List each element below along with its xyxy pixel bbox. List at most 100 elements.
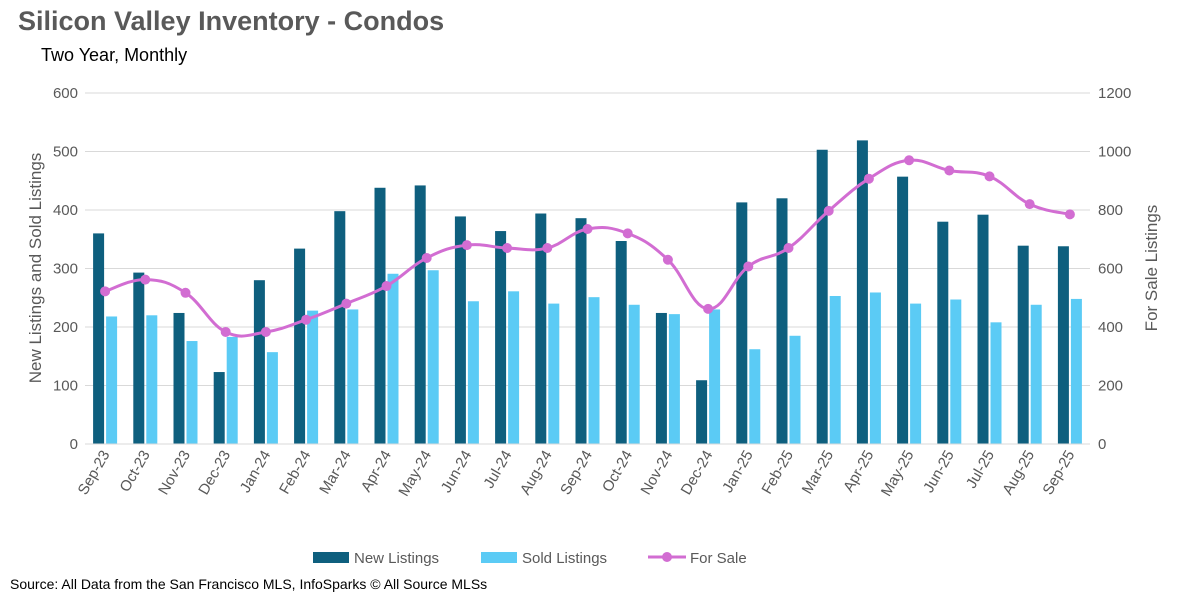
bar-new-listings — [1057, 246, 1069, 444]
left-tick-label: 600 — [53, 85, 78, 102]
x-tick-label: May-25 — [878, 448, 918, 500]
bar-sold-listings — [990, 322, 1002, 444]
bar-sold-listings — [146, 315, 158, 444]
left-tick-label: 400 — [53, 202, 78, 219]
x-tick-label: Nov-24 — [637, 448, 676, 498]
bar-sold-listings — [226, 336, 238, 444]
bar-new-listings — [977, 214, 989, 444]
left-tick-label: 200 — [53, 319, 78, 336]
x-tick-label: Jan-24 — [237, 448, 275, 496]
right-tick-label: 600 — [1098, 261, 1123, 278]
left-tick-label: 0 — [70, 436, 78, 453]
bar-sold-listings — [588, 297, 600, 444]
x-tick-label: Apr-24 — [358, 448, 395, 495]
bar-new-listings — [495, 231, 507, 444]
bar-new-listings — [856, 140, 868, 444]
for-sale-point — [180, 287, 191, 298]
for-sale-point — [341, 298, 352, 309]
bar-sold-listings — [106, 316, 118, 444]
x-tick-label: Sep-25 — [1039, 448, 1078, 498]
x-tick-label: Apr-25 — [840, 448, 877, 495]
bar-new-listings — [213, 372, 225, 444]
bar-new-listings — [1017, 245, 1029, 444]
x-tick-label: Feb-24 — [276, 448, 314, 498]
for-sale-point — [220, 326, 231, 337]
for-sale-point — [783, 243, 794, 254]
x-tick-label: Nov-23 — [155, 448, 194, 498]
bar-sold-listings — [829, 295, 841, 444]
for-sale-point — [863, 173, 874, 184]
bar-sold-listings — [749, 349, 761, 444]
bar-sold-listings — [347, 309, 359, 444]
for-sale-point — [703, 303, 714, 314]
bar-sold-listings — [508, 291, 520, 444]
chart-subtitle: Two Year, Monthly — [41, 45, 188, 65]
bars — [93, 140, 1082, 444]
for-sale-point — [542, 243, 553, 254]
gridlines — [85, 92, 1090, 386]
bar-new-listings — [133, 272, 145, 444]
right-tick-label: 400 — [1098, 319, 1123, 336]
x-tick-label: Sep-24 — [557, 448, 596, 498]
for-sale-point — [100, 286, 111, 297]
chart-title: Silicon Valley Inventory - Condos — [18, 6, 445, 36]
x-tick-label: Dec-23 — [195, 448, 234, 498]
x-tick-label: Jun-25 — [920, 448, 958, 496]
bar-new-listings — [937, 221, 949, 444]
for-sale-point — [260, 326, 271, 337]
x-tick-label: Mar-25 — [799, 448, 837, 498]
right-tick-label: 200 — [1098, 378, 1123, 395]
left-tick-label: 300 — [53, 261, 78, 278]
for-sale-point — [944, 165, 955, 176]
bar-new-listings — [374, 187, 386, 444]
bar-sold-listings — [548, 303, 560, 444]
right-tick-label: 0 — [1098, 436, 1106, 453]
for-sale-point — [421, 252, 432, 263]
bar-new-listings — [93, 233, 105, 444]
bar-new-listings — [173, 312, 185, 444]
x-tick-label: Aug-24 — [517, 448, 556, 498]
bar-new-listings — [414, 185, 426, 444]
bar-sold-listings — [186, 341, 198, 444]
for-sale-point — [984, 171, 995, 182]
for-sale-point — [904, 155, 915, 166]
x-tick-label: Dec-24 — [678, 448, 717, 498]
for-sale-point — [823, 205, 834, 216]
bar-sold-listings — [628, 304, 640, 444]
bar-new-listings — [334, 211, 346, 444]
x-tick-label: Oct-23 — [117, 448, 154, 495]
x-tick-label: Oct-24 — [599, 448, 636, 495]
left-tick-label: 100 — [53, 378, 78, 395]
y2-axis-title: For Sale Listings — [1142, 205, 1161, 332]
right-tick-label: 1000 — [1098, 144, 1131, 161]
bar-sold-listings — [467, 301, 479, 444]
for-sale-point — [461, 240, 472, 251]
x-tick-label: Mar-24 — [316, 448, 354, 498]
bar-sold-listings — [789, 335, 801, 444]
bar-new-listings — [736, 202, 748, 444]
bar-new-listings — [294, 248, 306, 444]
legend-swatch-sold-listings — [481, 552, 517, 563]
bar-sold-listings — [307, 310, 319, 444]
bar-new-listings — [696, 380, 708, 444]
for-sale-line-path — [104, 158, 1071, 338]
legend: New Listings Sold Listings For Sale — [313, 550, 747, 567]
bar-new-listings — [897, 176, 909, 444]
bar-sold-listings — [266, 352, 278, 444]
bar-sold-listings — [668, 314, 680, 444]
bar-new-listings — [454, 216, 466, 444]
source-note: Source: All Data from the San Francisco … — [10, 576, 488, 592]
bar-sold-listings — [950, 299, 962, 444]
bar-new-listings — [535, 213, 547, 444]
bar-new-listings — [575, 218, 587, 444]
x-tick-label: Jul-24 — [480, 448, 515, 492]
bar-sold-listings — [709, 309, 721, 444]
for-sale-point — [582, 224, 593, 235]
x-tick-label: Jun-24 — [438, 448, 476, 496]
bar-sold-listings — [1070, 298, 1082, 444]
legend-label-for-sale: For Sale — [690, 550, 747, 567]
x-tick-label: Sep-23 — [75, 448, 114, 498]
bar-sold-listings — [387, 273, 399, 444]
bar-sold-listings — [869, 292, 881, 444]
